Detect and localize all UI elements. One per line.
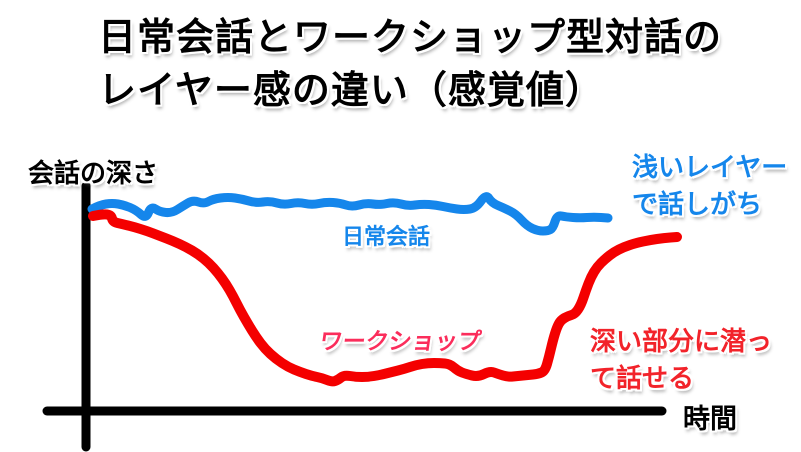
deep-dive-annotation: 深い部分に潜っ て話せる: [590, 323, 772, 397]
y-axis-label: 会話の深さ: [28, 158, 159, 188]
slide-title-line1: 日常会話とワークショップ型対話の: [98, 17, 723, 59]
shallow-layer-annotation-line2: で話しがち: [632, 189, 763, 219]
slide-title-line2: レイヤー感の違い（感覚値）: [98, 70, 604, 112]
daily-conversation-line: [87, 192, 613, 236]
slide-title: 日常会話とワークショップ型対話の レイヤー感の違い（感覚値）: [98, 12, 722, 118]
shallow-layer-annotation-line1: 浅いレイヤー: [632, 152, 788, 182]
shallow-layer-annotation: 浅いレイヤー で話しがち: [632, 149, 787, 223]
x-axis-label: 時間: [683, 404, 737, 434]
deep-dive-annotation-line2: て話せる: [590, 363, 695, 393]
workshop-series-label: ワークショップ: [317, 328, 483, 354]
deep-dive-annotation-line1: 深い部分に潜っ: [590, 326, 773, 356]
workshop-line: [88, 209, 682, 387]
daily-conversation-series-label: 日常会話: [342, 224, 431, 249]
